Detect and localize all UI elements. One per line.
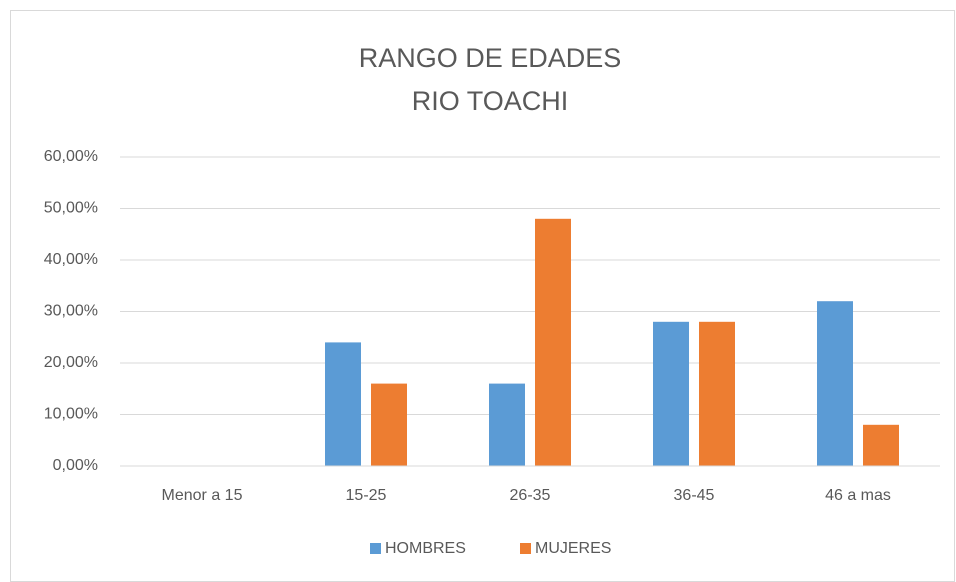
y-tick-label: 40,00% [44, 251, 98, 268]
y-tick-label: 10,00% [44, 406, 98, 423]
bar [653, 321, 689, 466]
chart-frame [10, 10, 955, 582]
legend-swatch [370, 543, 381, 554]
x-tick-label: 36-45 [674, 487, 715, 504]
legend-label: HOMBRES [385, 540, 466, 557]
bar [699, 321, 735, 466]
bar [325, 342, 361, 466]
y-tick-label: 50,00% [44, 200, 98, 217]
bar [817, 301, 853, 466]
bar [535, 218, 571, 466]
legend-label: MUJERES [535, 540, 611, 557]
legend-swatch [520, 543, 531, 554]
bar [863, 424, 899, 466]
x-tick-label: 46 a mas [825, 487, 891, 504]
bar [489, 383, 525, 466]
y-tick-label: 0,00% [53, 457, 98, 474]
y-tick-label: 30,00% [44, 303, 98, 320]
y-tick-label: 20,00% [44, 354, 98, 371]
x-tick-label: Menor a 15 [162, 487, 243, 504]
y-tick-label: 60,00% [44, 148, 98, 165]
chart-subtitle: RIO TOACHI [412, 86, 569, 116]
x-tick-label: 26-35 [510, 487, 551, 504]
bar [371, 383, 407, 466]
chart-title: RANGO DE EDADES [359, 43, 622, 73]
x-tick-label: 15-25 [346, 487, 387, 504]
